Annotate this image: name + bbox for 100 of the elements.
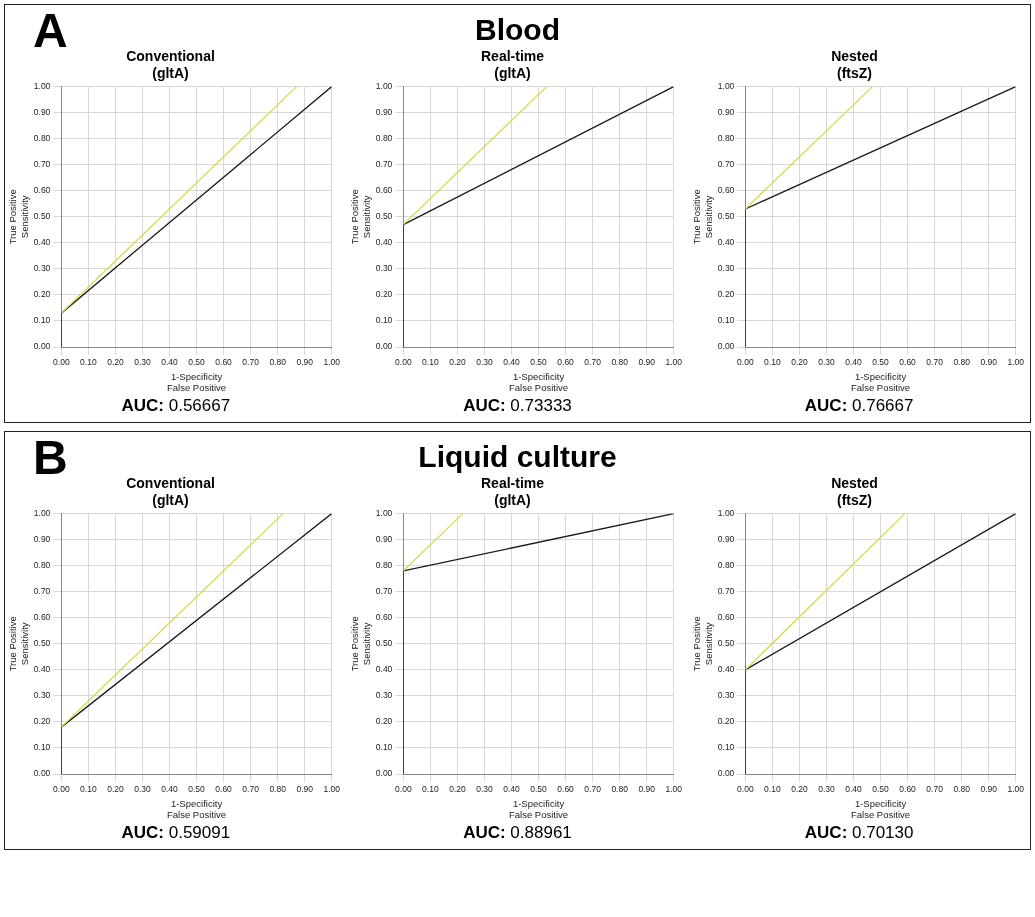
x-tick-label: 0.30 xyxy=(817,357,835,368)
x-axis-title: 1-Specificity False Positive xyxy=(167,797,227,820)
x-tick-label: 0.20 xyxy=(449,784,466,795)
y-tick-label: 0.10 xyxy=(717,315,735,326)
y-tick-label: 0.70 xyxy=(717,159,735,170)
x-tick-label: 0.00 xyxy=(736,784,754,795)
x-tick-label: 0.80 xyxy=(953,357,970,368)
y-tick-label: 0.40 xyxy=(375,664,393,675)
y-tick-label: 0.90 xyxy=(375,106,393,117)
y-axis-title: True Positive Sensitivity xyxy=(690,616,714,672)
y-tick-label: 0.30 xyxy=(717,263,735,274)
x-tick-label: 0.20 xyxy=(790,357,808,368)
y-tick-label: 1.00 xyxy=(375,80,393,91)
y-tick-label: 0.60 xyxy=(717,612,735,623)
chart-title: Conventional (gltA) xyxy=(126,48,216,82)
x-tick-label: 0.00 xyxy=(736,357,754,368)
x-tick-label: 0.80 xyxy=(269,357,287,368)
y-tick-label: 0.40 xyxy=(375,237,393,248)
x-tick-label: 0.70 xyxy=(242,784,260,795)
x-tick-label: 0.10 xyxy=(80,784,98,795)
y-tick-label: 1.00 xyxy=(717,507,735,518)
x-tick-label: 0.10 xyxy=(763,357,781,368)
x-tick-label: 0.50 xyxy=(188,357,206,368)
y-tick-label: 0.50 xyxy=(375,638,393,649)
y-tick-label: 0.30 xyxy=(375,263,393,274)
y-tick-label: 0.70 xyxy=(34,586,51,597)
x-tick-label: 0.00 xyxy=(53,357,71,368)
x-tick-label: 0.10 xyxy=(763,784,781,795)
y-tick-label: 0.10 xyxy=(375,315,393,326)
x-tick-label: 0.60 xyxy=(215,357,233,368)
y-tick-label: 0.50 xyxy=(717,211,735,222)
x-tick-label: 0.00 xyxy=(395,784,412,795)
y-tick-label: 0.40 xyxy=(717,664,735,675)
x-tick-label: 0.70 xyxy=(925,784,943,795)
y-tick-label: 0.60 xyxy=(34,185,51,196)
y-tick-label: 0.40 xyxy=(34,664,51,675)
x-tick-label: 1.00 xyxy=(1007,357,1024,368)
x-tick-label: 0.60 xyxy=(215,784,233,795)
x-tick-label: 0.90 xyxy=(980,357,997,368)
x-axis-title: 1-Specificity False Positive xyxy=(508,797,569,820)
y-tick-label: 0.00 xyxy=(375,768,393,779)
y-tick-label: 0.90 xyxy=(717,106,735,117)
text: Blood xyxy=(475,13,560,46)
y-tick-label: 0.10 xyxy=(717,742,735,753)
x-tick-label: 0.30 xyxy=(134,784,152,795)
x-tick-label: 0.50 xyxy=(530,784,548,795)
chart-title: Nested (ftsZ) xyxy=(830,475,878,509)
x-tick-label: 0.40 xyxy=(844,784,862,795)
y-tick-label: 0.60 xyxy=(375,185,393,196)
x-tick-label: 0.30 xyxy=(476,784,493,795)
x-tick-label: 0.60 xyxy=(557,357,575,368)
y-axis-title: True Positive Sensitivity xyxy=(349,616,372,672)
y-tick-label: 0.40 xyxy=(717,237,735,248)
y-tick-label: 0.50 xyxy=(34,211,51,222)
x-tick-label: 0.90 xyxy=(980,784,997,795)
y-tick-label: 0.20 xyxy=(717,289,735,300)
y-tick-label: 1.00 xyxy=(34,80,51,91)
x-tick-label: 0.80 xyxy=(611,357,629,368)
y-tick-label: 0.80 xyxy=(717,560,735,571)
y-tick-label: 0.60 xyxy=(717,185,735,196)
y-tick-label: 0.90 xyxy=(34,533,51,544)
x-tick-label: 0.50 xyxy=(871,357,889,368)
y-tick-label: 1.00 xyxy=(34,507,51,518)
y-tick-label: 0.30 xyxy=(34,690,51,701)
y-tick-label: 0.30 xyxy=(375,690,393,701)
x-tick-label: 0.40 xyxy=(503,784,521,795)
text: B xyxy=(33,431,68,484)
y-tick-label: 0.70 xyxy=(34,159,51,170)
y-tick-label: 0.70 xyxy=(717,586,735,597)
y-tick-label: 0.20 xyxy=(34,289,51,300)
x-tick-label: 0.30 xyxy=(134,357,152,368)
x-tick-label: 1.00 xyxy=(323,357,341,368)
x-tick-label: 0.70 xyxy=(584,784,602,795)
y-tick-label: 0.00 xyxy=(34,341,51,352)
x-tick-label: 0.50 xyxy=(871,784,889,795)
y-tick-label: 0.10 xyxy=(34,315,51,326)
chart-title: Real-time (gltA) xyxy=(480,48,545,82)
x-tick-label: 0.20 xyxy=(107,357,125,368)
x-tick-label: 0.80 xyxy=(269,784,287,795)
y-tick-label: 0.00 xyxy=(717,341,735,352)
y-tick-label: 0.20 xyxy=(375,289,393,300)
y-axis-title: True Positive Sensitivity xyxy=(690,189,714,245)
chart-title: Real-time (gltA) xyxy=(480,475,545,509)
y-tick-label: 0.00 xyxy=(375,341,393,352)
x-tick-label: 0.20 xyxy=(449,357,466,368)
chart-title: Nested (ftsZ) xyxy=(830,48,878,82)
x-tick-label: 1.00 xyxy=(1007,784,1024,795)
x-tick-label: 0.00 xyxy=(395,357,412,368)
x-tick-label: 0.10 xyxy=(80,357,98,368)
y-axis-title: True Positive Sensitivity xyxy=(349,189,372,245)
x-tick-label: 1.00 xyxy=(323,784,341,795)
text: A xyxy=(33,4,68,57)
y-tick-label: 0.90 xyxy=(375,533,393,544)
chart-title: Conventional (gltA) xyxy=(126,475,216,509)
x-tick-label: 0.70 xyxy=(925,357,943,368)
y-tick-label: 0.30 xyxy=(34,263,51,274)
x-tick-label: 0.10 xyxy=(422,784,439,795)
y-tick-label: 0.60 xyxy=(375,612,393,623)
y-tick-label: 0.90 xyxy=(34,106,51,117)
x-tick-label: 0.90 xyxy=(296,357,314,368)
